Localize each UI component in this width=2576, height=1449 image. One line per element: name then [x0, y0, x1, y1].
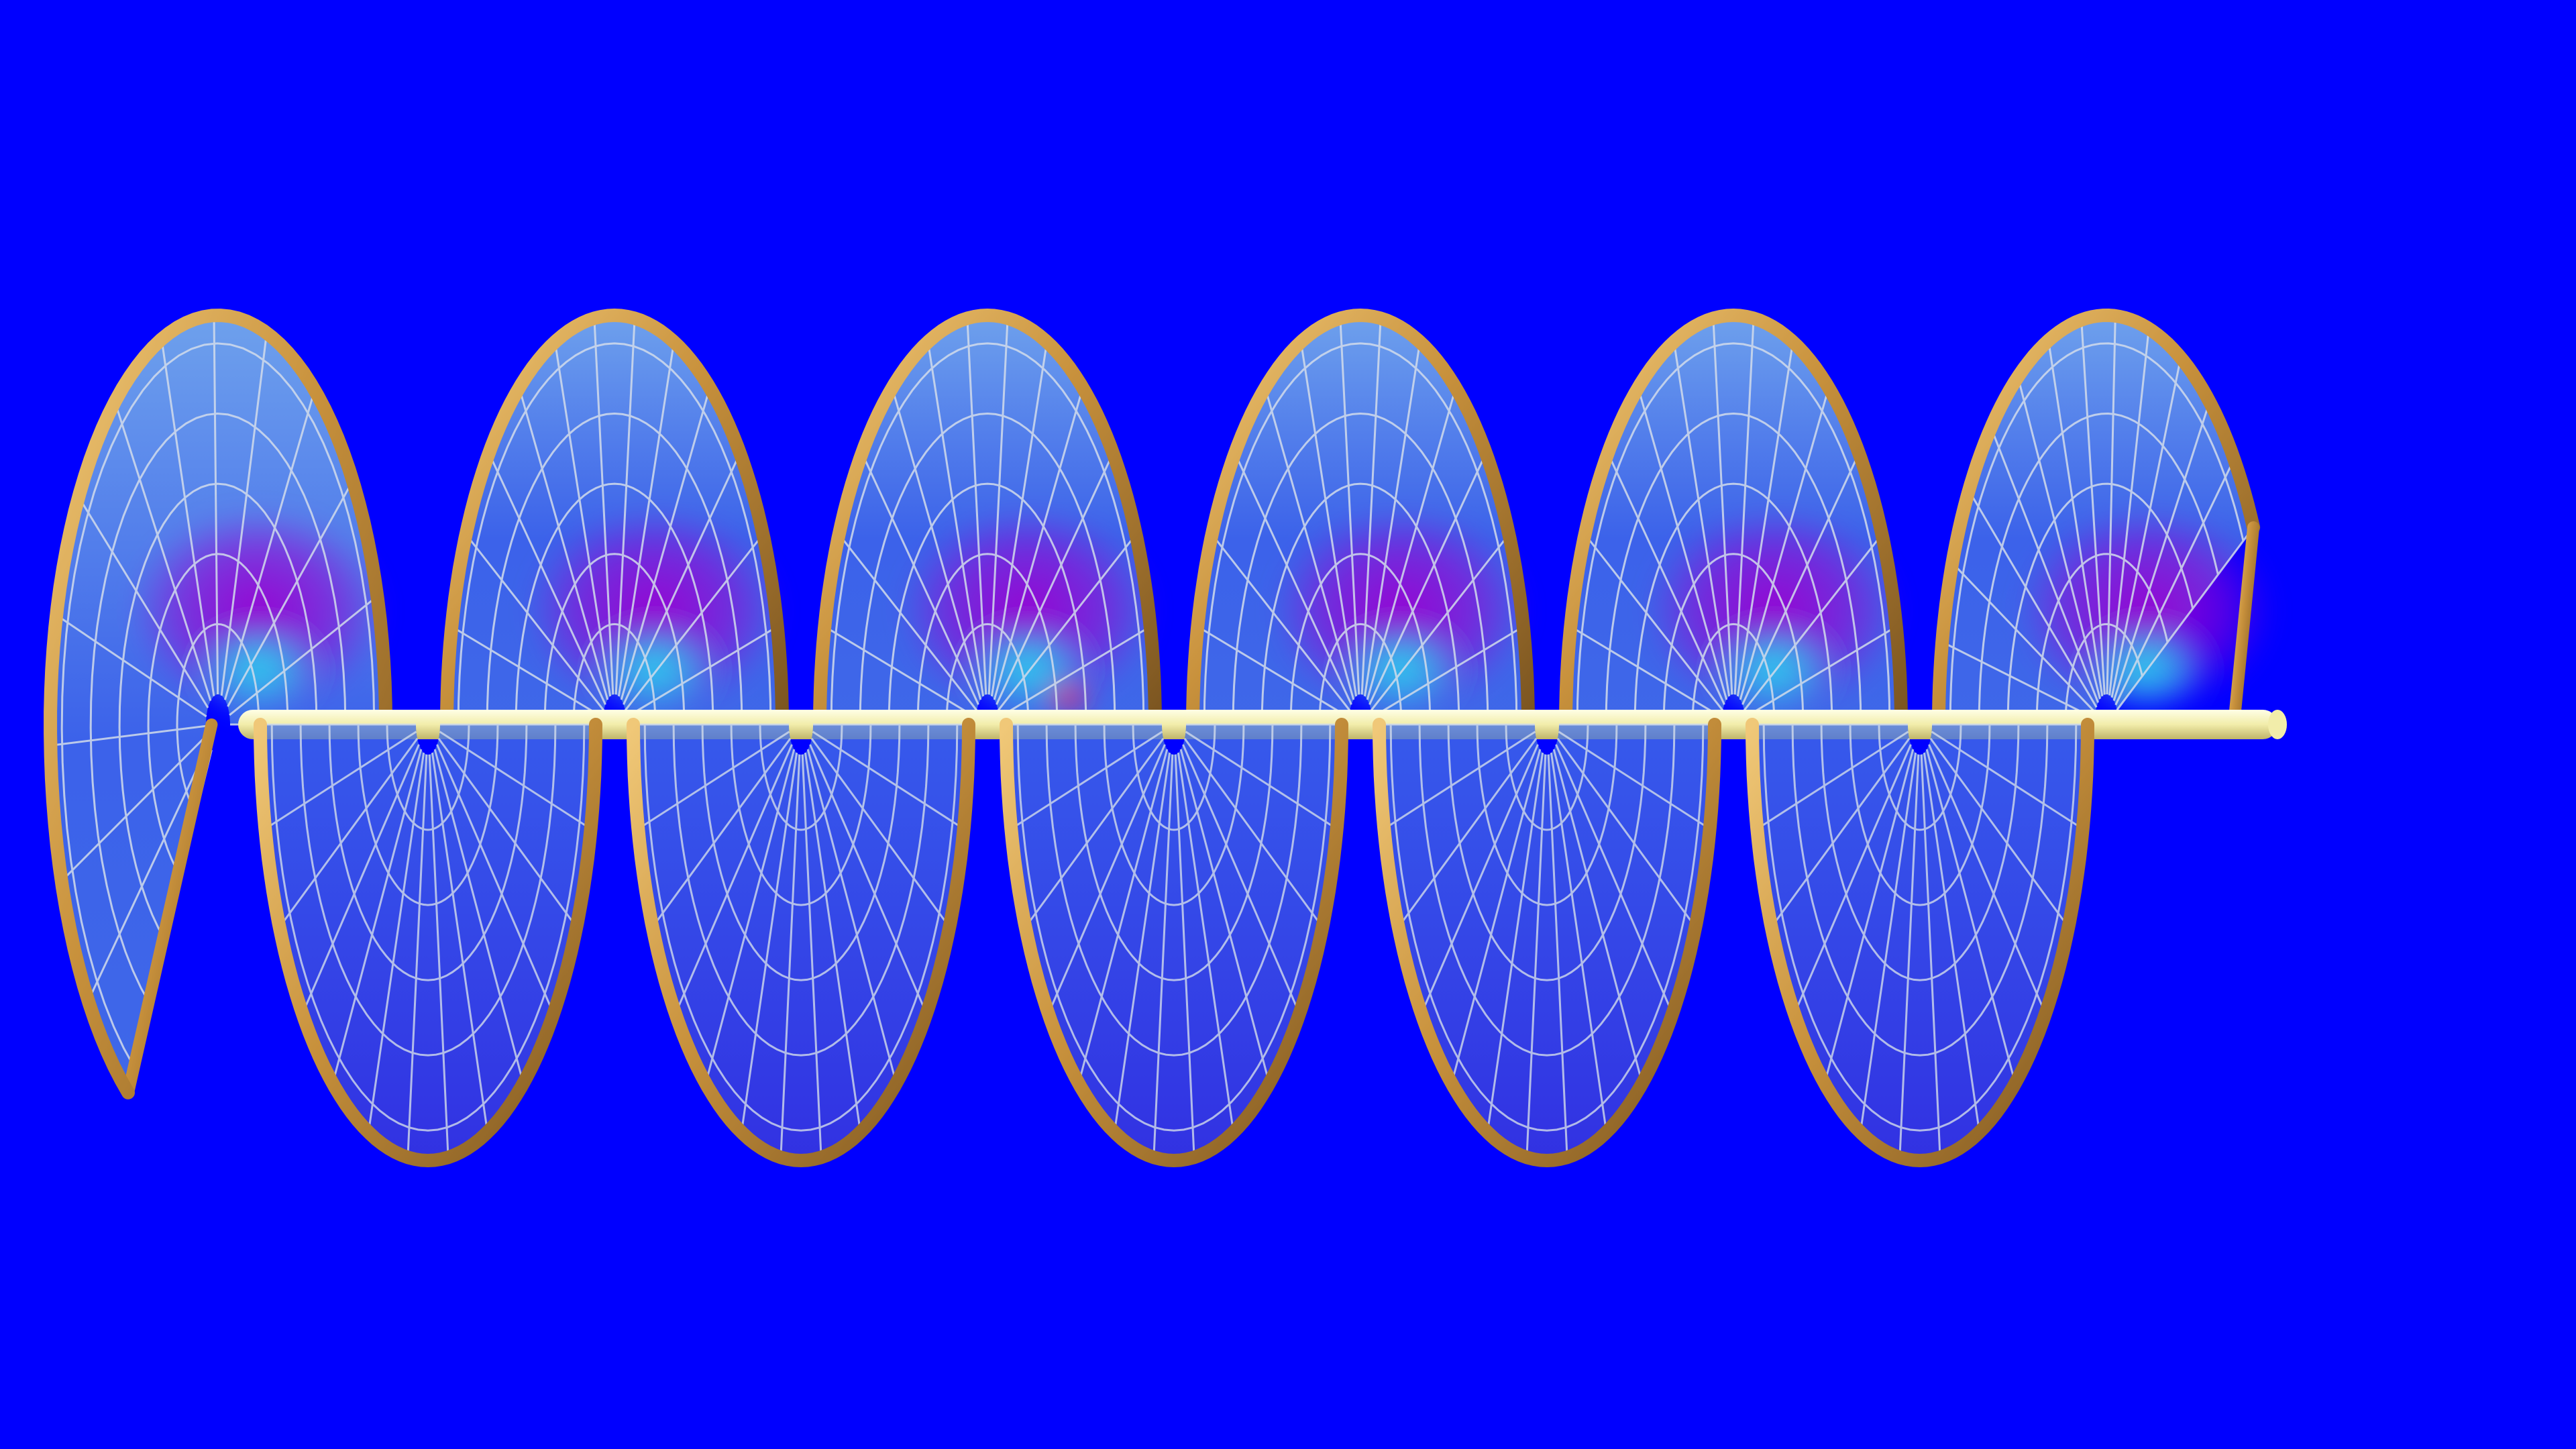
screw-turn-upper-5: [1559, 308, 1908, 731]
blade-surface: [1006, 724, 1342, 1161]
blade-trailing-edge: [2228, 521, 2260, 731]
screw-turn-upper-4: [1186, 308, 1535, 731]
front-surfaces: [254, 718, 2094, 1168]
blade-rim: [1373, 718, 1721, 1168]
blade-rim: [1932, 308, 2261, 731]
blade-surface: [633, 724, 969, 1161]
screw-turn-upper-6: [1932, 308, 2274, 731]
screw-turn-upper-2: [440, 308, 789, 731]
blade-rim: [254, 718, 602, 1168]
mesh-grid: [633, 723, 969, 1158]
blade-surface: [50, 315, 386, 1093]
blade-surface: [260, 724, 596, 1161]
shaft-end-cap: [2268, 710, 2287, 739]
blade-rim: [813, 308, 1162, 731]
mesh-grid: [1379, 723, 1715, 1158]
blade-rim: [44, 309, 392, 1099]
screw-turn-lower-5: [1746, 718, 2094, 1168]
blade-surface: [1752, 724, 2088, 1161]
blade-rim: [440, 308, 789, 731]
blade-rim: [1186, 308, 1535, 731]
blade-surface: [1379, 724, 1715, 1161]
screw-turn-lower-1: [254, 718, 602, 1168]
blade-rim: [627, 718, 975, 1168]
mesh-grid: [1752, 723, 2088, 1158]
screw-turn-lower-2: [627, 718, 975, 1168]
blade-rim: [1746, 718, 2094, 1168]
screw-turn-upper-3: [813, 308, 1162, 731]
back-surfaces: [44, 308, 2274, 1099]
screw-turn-upper-1: [44, 309, 392, 1099]
blade-leading-edge: [122, 718, 218, 1099]
blade-rim: [1559, 308, 1908, 731]
mesh-grid: [260, 723, 596, 1158]
mesh-grid: [820, 318, 1155, 726]
screw-turn-lower-3: [1000, 718, 1348, 1168]
blade-rim: [1000, 718, 1348, 1168]
mesh-grid: [1006, 723, 1342, 1158]
mesh-grid: [1566, 318, 1901, 726]
screw-turn-lower-4: [1373, 718, 1721, 1168]
